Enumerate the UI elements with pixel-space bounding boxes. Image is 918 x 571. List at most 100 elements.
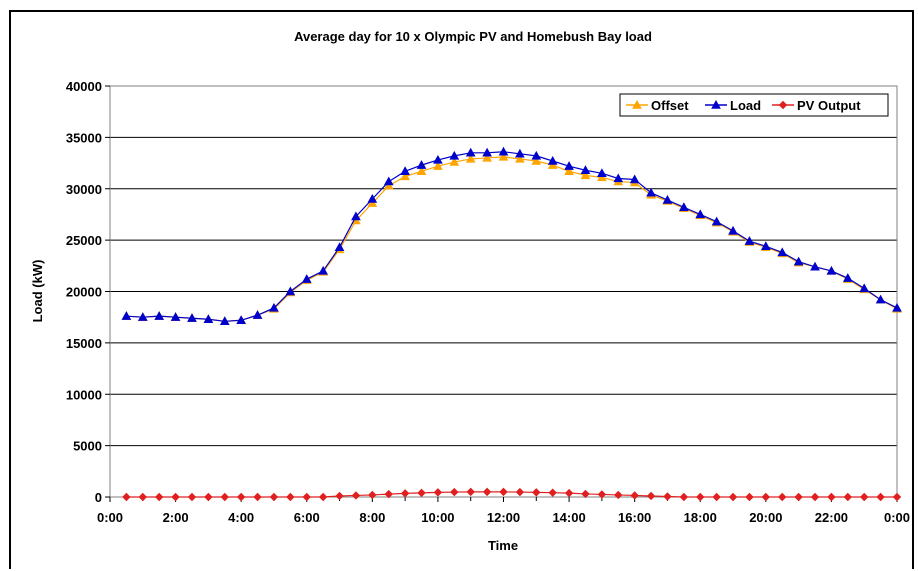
point-load (531, 150, 542, 160)
x-tick-label: 2:00 (163, 510, 189, 525)
point-pv-output (384, 489, 393, 499)
point-offset (383, 180, 394, 190)
point-pv-output (499, 487, 508, 497)
point-pv-output (745, 492, 754, 502)
point-load (613, 173, 624, 183)
point-pv-output (892, 492, 902, 502)
point-load (826, 265, 837, 275)
x-tick-label: 14:00 (552, 510, 585, 525)
point-pv-output (466, 487, 475, 497)
point-offset (482, 152, 492, 162)
point-load (433, 154, 443, 164)
point-load (875, 294, 886, 304)
series-load (121, 146, 902, 325)
point-pv-output (286, 492, 295, 502)
gridlines (110, 136, 897, 447)
point-pv-output (646, 491, 656, 501)
point-load (646, 187, 656, 197)
point-pv-output (778, 492, 787, 502)
point-pv-output (122, 492, 131, 502)
point-load (351, 211, 361, 221)
chart-title: Average day for 10 x Olympic PV and Home… (294, 29, 652, 44)
point-load (203, 314, 214, 323)
y-tick-label: 15000 (66, 336, 102, 351)
point-load (400, 166, 410, 175)
point-load (547, 155, 558, 165)
point-load (564, 161, 574, 170)
point-load (154, 311, 165, 320)
point-pv-output (548, 488, 557, 497)
point-offset (547, 160, 558, 169)
point-offset (400, 171, 410, 181)
y-tick-label: 0 (95, 490, 102, 505)
point-offset (367, 198, 378, 207)
point-load (662, 195, 673, 204)
point-pv-output (728, 492, 738, 502)
legend-box (619, 93, 889, 117)
point-pv-output (663, 492, 672, 501)
point-load (383, 176, 394, 186)
point-pv-output (712, 492, 721, 502)
x-tick-label: 20:00 (749, 510, 782, 525)
y-axis: 0 5000 10000 15000 20000 25000 30000 35000 40000 (66, 79, 110, 505)
point-load (760, 241, 771, 250)
point-load (695, 209, 706, 219)
point-load (580, 165, 591, 174)
point-pv-output (236, 492, 246, 502)
y-tick-label: 35000 (66, 130, 102, 145)
point-pv-output (204, 492, 213, 502)
y-tick-label: 20000 (66, 285, 102, 300)
point-load (170, 312, 181, 321)
point-load (515, 148, 525, 158)
x-tick-label: 0:00 (97, 510, 123, 525)
series-line-offset (126, 156, 898, 322)
point-load (318, 265, 328, 275)
point-pv-output (597, 490, 607, 499)
x-tick-label: 16:00 (618, 510, 651, 525)
x-tick-label: 12:00 (487, 510, 520, 525)
point-pv-output (302, 492, 311, 502)
point-load (465, 147, 476, 157)
point-offset (580, 170, 591, 180)
point-pv-output (253, 492, 262, 502)
point-load (793, 256, 804, 266)
point-offset (531, 155, 542, 165)
point-pv-output (679, 492, 689, 502)
y-tick-label: 40000 (66, 79, 102, 94)
point-pv-output (450, 487, 459, 497)
point-pv-output (351, 491, 361, 500)
point-pv-output (368, 490, 377, 500)
x-tick-label: 10:00 (421, 510, 454, 525)
point-load (498, 146, 509, 156)
point-load (842, 273, 853, 282)
point-pv-output (827, 492, 836, 502)
point-pv-output (335, 491, 344, 501)
point-load (449, 150, 460, 160)
point-load (269, 302, 279, 312)
x-tick-label: 0:00 (884, 510, 910, 525)
y-tick-label: 25000 (66, 233, 102, 248)
point-load (777, 247, 788, 257)
x-tick-label: 8:00 (359, 510, 385, 525)
point-pv-output (630, 491, 639, 500)
point-pv-output (761, 492, 771, 502)
legend-label-offset: Offset (651, 98, 689, 113)
x-tick-label: 4:00 (228, 510, 254, 525)
point-offset (416, 166, 427, 175)
point-pv-output (581, 489, 590, 499)
point-pv-output (876, 492, 885, 502)
point-pv-output (515, 487, 525, 497)
point-load (744, 236, 755, 245)
point-load (416, 160, 427, 169)
x-tick-label: 6:00 (294, 510, 320, 525)
point-load (367, 193, 378, 203)
point-pv-output (532, 488, 541, 497)
point-pv-output (154, 492, 164, 502)
point-load (285, 286, 296, 296)
legend-label-load: Load (730, 98, 761, 113)
point-pv-output (810, 492, 820, 502)
point-offset (515, 153, 525, 163)
x-tick-label: 18:00 (684, 510, 717, 525)
point-offset (433, 161, 443, 170)
point-load (301, 274, 312, 283)
